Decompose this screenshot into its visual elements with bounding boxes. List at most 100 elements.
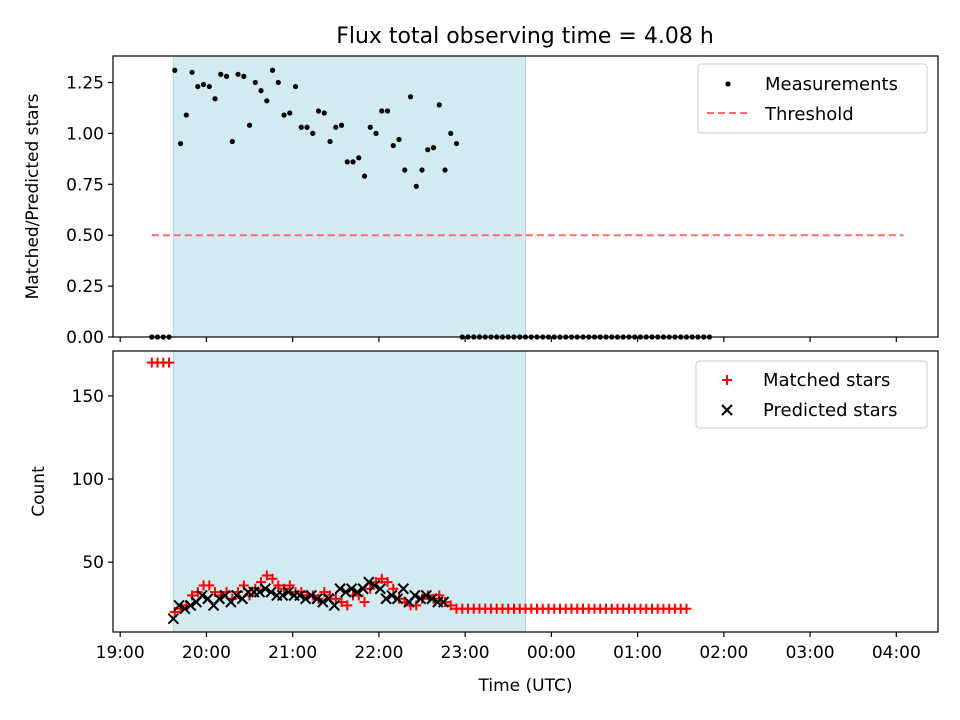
y-tick-label: 50 <box>82 553 104 573</box>
x-tick-label: 22:00 <box>354 643 403 663</box>
bottom-x-ticks: 19:00 20:00 21:00 22:00 23:00 00:00 01:00 02:00… <box>96 632 921 663</box>
x-tick-label: 04:00 <box>872 643 921 663</box>
measurement-point <box>275 79 281 86</box>
measurement-point <box>287 110 293 116</box>
predicted-star-point <box>437 596 450 608</box>
cross-b <box>340 586 352 598</box>
measurement-point <box>413 183 419 189</box>
predicted-star-point <box>328 599 341 612</box>
predicted-star-point <box>351 586 364 598</box>
top-y-axis-label: Matched/Predicted stars <box>23 93 43 299</box>
legend-measurements-label: Measurements <box>765 74 898 95</box>
measurement-point <box>350 159 356 165</box>
measurement-point <box>172 67 178 73</box>
measurement-point <box>448 130 454 136</box>
matched-star-point <box>440 597 451 608</box>
matched-star-point <box>267 573 278 584</box>
measurement-point <box>442 167 448 173</box>
cross-b <box>219 589 231 602</box>
legend-predicted-marker <box>721 404 733 416</box>
cross-b <box>282 586 295 598</box>
predicted-star-point <box>265 586 277 598</box>
measurement-point <box>373 130 379 136</box>
predicted-star-point <box>368 579 381 592</box>
measurement-point <box>402 167 408 173</box>
matched-star-point <box>382 577 393 588</box>
cross-b <box>322 593 335 605</box>
measurement-point <box>419 167 425 173</box>
legend-predicted-label: Predicted stars <box>763 400 897 421</box>
matched-star-point <box>204 580 215 591</box>
matched-star-point <box>359 597 370 608</box>
measurement-point <box>310 130 316 136</box>
measurement-point <box>195 83 201 90</box>
predicted-star-point <box>179 603 191 615</box>
bottom-panel: 50 100 150 19:00 20:00 21:00 22:00 23:00 00:00 0… <box>29 350 939 696</box>
matched-star-point <box>342 600 353 611</box>
measurement-point <box>218 71 224 77</box>
cross-b <box>179 603 191 615</box>
cross-b <box>368 579 381 592</box>
cross-b <box>276 589 289 602</box>
x-tick-label: 20:00 <box>182 643 231 663</box>
measurement-point <box>361 173 368 179</box>
legend-measurements-marker <box>725 81 731 87</box>
matched-star-point <box>273 580 284 591</box>
top-x-ticks <box>119 337 897 342</box>
predicted-star-point <box>196 589 208 602</box>
predicted-star-point <box>276 589 289 602</box>
measurement-point <box>321 110 327 116</box>
measurement-point <box>252 79 258 86</box>
predicted-star-point <box>299 593 312 605</box>
cross-b <box>167 612 180 625</box>
predicted-star-point <box>311 593 323 605</box>
cross-b <box>299 593 312 605</box>
cross-b <box>317 596 329 608</box>
predicted-star-point <box>374 583 387 595</box>
bottom-y-ticks: 50 100 150 <box>72 387 113 573</box>
cross-b <box>173 599 185 612</box>
predicted-star-point <box>253 586 266 598</box>
measurement-point <box>212 96 218 102</box>
x-tick-label: 02:00 <box>699 643 748 663</box>
x-tick-label: 21:00 <box>268 643 317 663</box>
cross-b <box>409 589 421 602</box>
matched-star-point <box>221 587 232 598</box>
predicted-star-point <box>340 586 352 598</box>
predicted-star-point <box>167 612 180 625</box>
x-tick-label: 03:00 <box>786 643 835 663</box>
top-legend-box <box>697 63 928 134</box>
cross-b <box>334 583 346 595</box>
cross-b <box>202 593 214 605</box>
measurement-point <box>338 122 345 128</box>
y-tick-label: 1.25 <box>66 73 104 93</box>
measurement-point <box>235 71 241 77</box>
measurement-point <box>356 155 362 161</box>
predicted-star-point <box>391 593 404 605</box>
measurement-point <box>206 83 212 90</box>
cross-b <box>721 404 733 416</box>
measurement-point <box>241 73 247 79</box>
cross-b <box>213 593 226 605</box>
legend-matched-label: Matched stars <box>763 370 890 391</box>
x-tick-label: 00:00 <box>527 643 576 663</box>
predicted-star-point <box>334 583 346 595</box>
cross-b <box>253 586 266 598</box>
matched-star-point <box>376 573 387 584</box>
measurement-point <box>246 122 253 128</box>
measurement-point <box>292 83 299 90</box>
cross-b <box>420 589 433 602</box>
measurement-point <box>264 98 270 104</box>
matched-star-point <box>325 590 336 601</box>
cross-b <box>397 583 410 595</box>
legend-threshold-label: Threshold <box>764 104 854 125</box>
cross-b <box>196 589 208 602</box>
y-tick-label: 0.75 <box>66 175 104 195</box>
measurement-point <box>200 81 207 88</box>
cross-b <box>363 576 375 588</box>
measurement-point <box>269 67 276 73</box>
predicted-stars-points <box>167 576 450 625</box>
measurement-point <box>430 145 437 151</box>
predicted-star-point <box>386 589 398 602</box>
top-axes-frame <box>112 55 939 338</box>
